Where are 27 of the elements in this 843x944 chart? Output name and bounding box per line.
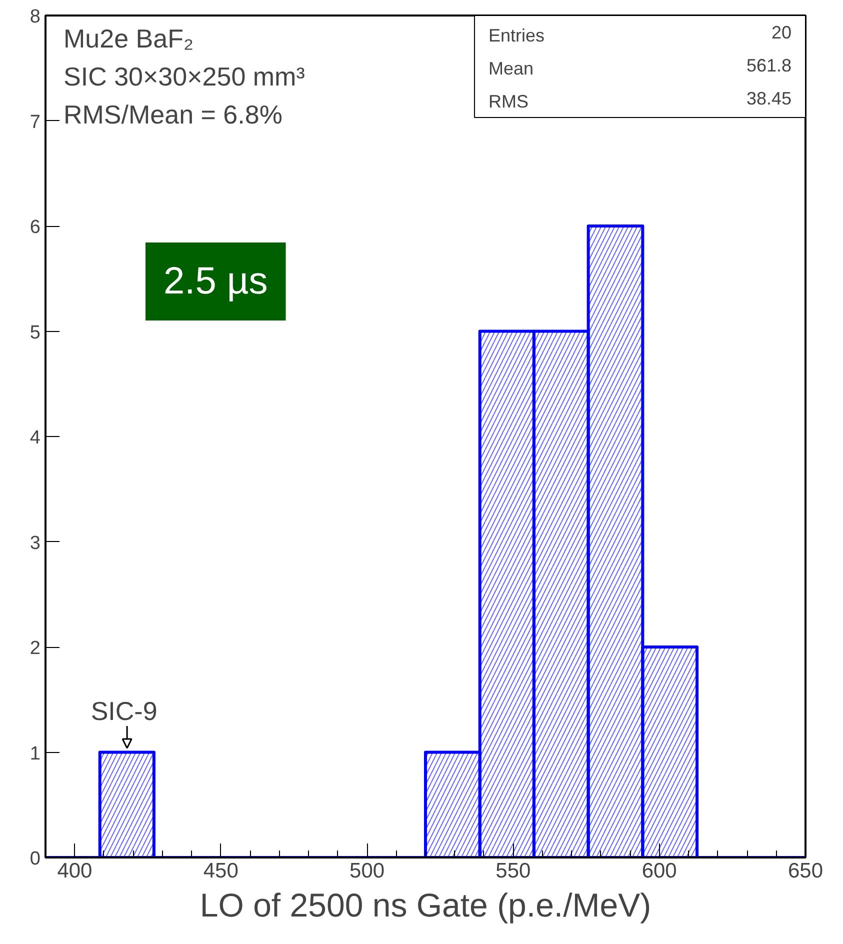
annotation: RMS/Mean = 6.8% [64, 100, 282, 130]
y-tick-label: 3 [30, 532, 41, 554]
y-tick-label: 1 [30, 743, 41, 764]
x-tick-label: 650 [788, 860, 824, 882]
x-tick-label: 400 [57, 860, 92, 882]
annotation: 20 [771, 22, 792, 42]
y-tick-label: 7 [30, 112, 41, 133]
y-tick-label: 2 [30, 638, 41, 659]
text: SIC 30×30×250 mm³ [64, 62, 306, 92]
annotation: RMS [488, 92, 528, 112]
chart-title: Mu2e BaF₂ [64, 24, 194, 54]
x-tick-label: 450 [203, 860, 238, 882]
annotation: Entries [488, 26, 545, 46]
annotation: SIC-9 [90, 696, 158, 726]
x-axis-title: LO of 2500 ns Gate (p.e./MeV) [200, 886, 652, 924]
y-tick-label: 8 [30, 6, 41, 28]
annotation: 561.8 [746, 56, 792, 76]
y-tick-label: 6 [30, 217, 41, 238]
x-tick-label: 500 [350, 860, 385, 882]
annotation: Mean [488, 58, 534, 78]
x-tick-label: 550 [496, 860, 531, 882]
y-tick-label: 0 [30, 848, 41, 870]
x-tick-label: 600 [642, 860, 677, 882]
y-tick-label: 4 [30, 428, 41, 448]
annotation: 38.45 [746, 88, 792, 108]
y-tick-label: 5 [30, 322, 41, 344]
annotation: 2.5 µs [164, 260, 268, 302]
